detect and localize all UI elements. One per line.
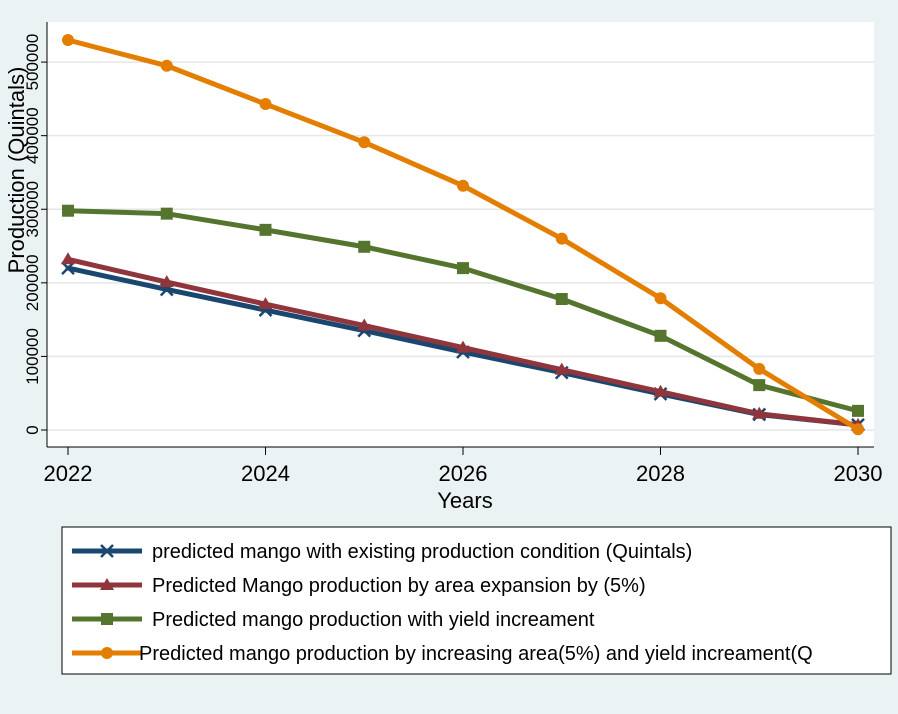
x-tick-label: 2022 <box>44 461 93 486</box>
y-tick-label: 0 <box>23 425 42 434</box>
axes: 0 100000 200000 300000 400000 500000 2022 2024 2… <box>23 22 882 486</box>
x-tick-label: 2030 <box>834 461 883 486</box>
data-point <box>555 293 568 306</box>
series-3 <box>62 204 864 417</box>
legend-item: predicted mango with existing production… <box>72 541 692 563</box>
y-tick-label: 400000 <box>23 107 42 164</box>
data-point <box>752 406 767 419</box>
legend-label: predicted mango with existing production… <box>152 541 692 563</box>
x-axis-title: Years <box>437 488 492 513</box>
data-point <box>753 362 766 375</box>
data-point <box>457 179 469 192</box>
y-axis-title: Production (Quintals) <box>4 67 29 274</box>
legend-item: Predicted mango production with yield in… <box>72 609 595 631</box>
data-point <box>159 275 174 288</box>
data-point <box>753 379 766 392</box>
data-point <box>160 59 173 72</box>
legend-label: Predicted mango production by increasing… <box>139 643 813 665</box>
data-point <box>61 252 75 265</box>
data-point <box>852 423 864 436</box>
data-point <box>357 318 372 331</box>
legend-marker <box>100 578 114 590</box>
y-tick-label: 300000 <box>23 181 42 238</box>
series-layer <box>61 34 865 436</box>
data-point <box>358 136 371 149</box>
legend-marker <box>100 544 114 558</box>
data-point <box>457 262 469 275</box>
grid-lines <box>47 61 874 431</box>
data-point <box>852 404 864 417</box>
y-tick-label: 200000 <box>23 254 42 311</box>
data-point <box>259 223 272 236</box>
data-point <box>62 204 74 217</box>
legend-marker <box>101 613 113 625</box>
data-point <box>554 362 569 375</box>
y-tick-label: 100000 <box>23 328 42 385</box>
data-point <box>654 329 667 342</box>
series-4 <box>62 34 864 436</box>
legend-box <box>61 526 892 675</box>
data-point <box>62 34 74 46</box>
legend-label: Predicted mango production with yield in… <box>152 609 595 631</box>
data-point <box>555 232 568 245</box>
legend-label: Predicted Mango production by area expan… <box>152 575 646 597</box>
data-point <box>456 340 470 353</box>
legend-marker <box>101 647 113 659</box>
data-point <box>259 98 272 111</box>
x-tick-label: 2026 <box>439 461 488 486</box>
data-point <box>160 207 173 220</box>
data-point <box>358 240 371 253</box>
data-point <box>653 384 668 397</box>
x-tick-label: 2024 <box>241 461 290 486</box>
data-point <box>654 292 667 305</box>
y-tick-label: 500000 <box>23 34 42 91</box>
legend-item: Predicted Mango production by area expan… <box>72 575 646 597</box>
legend-item: Predicted mango production by increasing… <box>72 643 813 665</box>
legend: predicted mango with existing production… <box>72 541 813 665</box>
x-tick-label: 2028 <box>636 461 685 486</box>
data-point <box>258 297 273 310</box>
